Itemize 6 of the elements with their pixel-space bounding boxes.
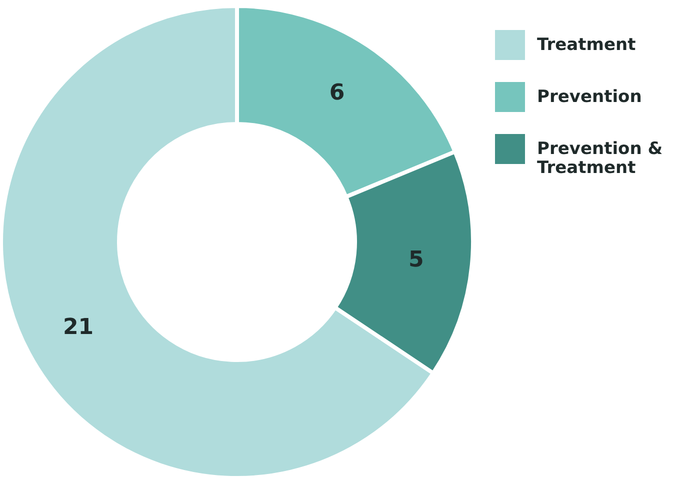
legend-label: Prevention & Treatment [537, 139, 663, 178]
data-label: 6 [329, 80, 345, 106]
legend-label: Prevention [537, 87, 642, 107]
data-label: 21 [62, 314, 94, 340]
data-label: 5 [408, 248, 424, 273]
legend-label: Treatment [537, 35, 636, 55]
